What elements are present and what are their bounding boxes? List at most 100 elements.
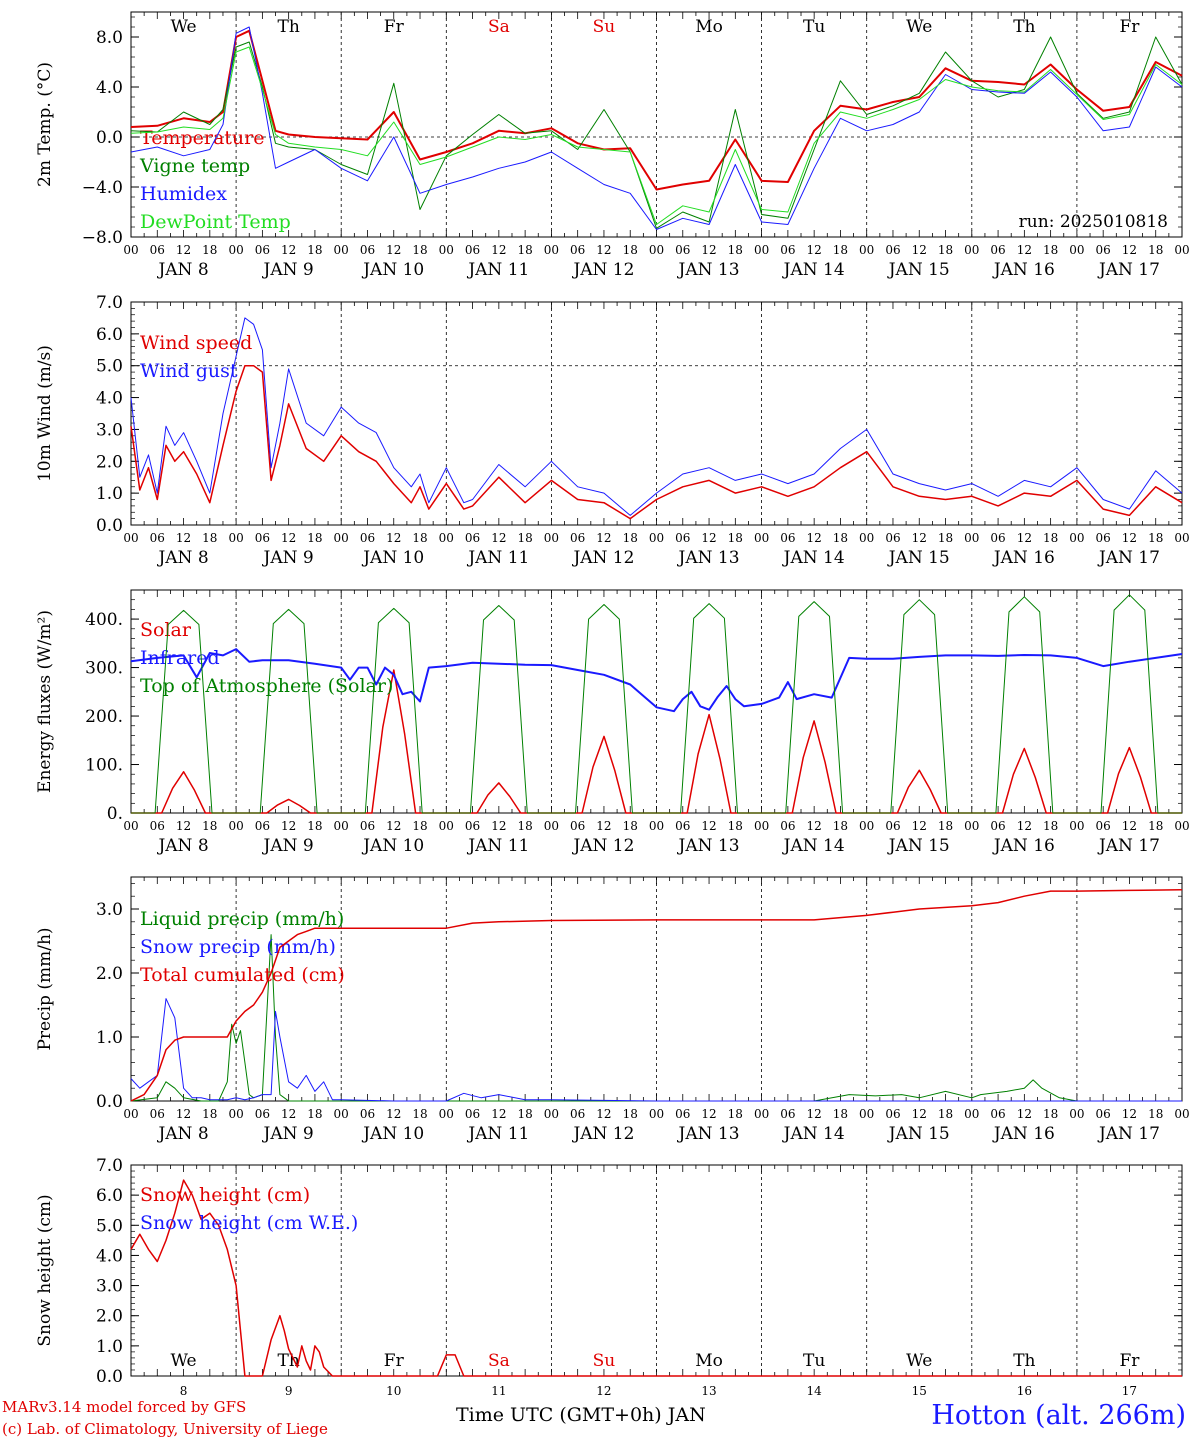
x-hour-label: 18	[938, 243, 953, 257]
x-hour-label: 18	[938, 1107, 953, 1121]
y-tick-label: 1.0	[96, 1028, 123, 1048]
y-axis-label: 10m Wind (m/s)	[35, 345, 55, 482]
x-hour-label: 06	[570, 243, 585, 257]
lab-credit: (c) Lab. of Climatology, University of L…	[2, 1420, 328, 1438]
weekday-label: We	[170, 17, 196, 37]
series-line-top-of-atmosphere-solar-	[131, 594, 1182, 814]
x-hour-label: 18	[1043, 243, 1058, 257]
x-hour-label: 06	[360, 1107, 375, 1121]
x-hour-label: 12	[491, 531, 506, 545]
x-hour-label: 12	[1122, 819, 1137, 833]
x-hour-label: 12	[912, 531, 927, 545]
x-hour-label: 06	[255, 243, 270, 257]
weekday-label: Fr	[1119, 17, 1140, 37]
x-hour-label: 18	[833, 243, 848, 257]
x-hour-label: 12	[596, 1107, 611, 1121]
x-hour-label: 06	[990, 531, 1005, 545]
x-hour-label: 00	[754, 1107, 769, 1121]
y-tick-label: 0.0	[96, 1367, 123, 1387]
x-day-label: JAN 11	[466, 836, 529, 856]
weekday-label: Fr	[384, 1351, 405, 1371]
x-hour-label: 18	[938, 531, 953, 545]
x-day-label: JAN 11	[466, 548, 529, 568]
y-tick-label: 1.0	[96, 1337, 123, 1357]
x-hour-label: 06	[570, 1107, 585, 1121]
x-day-label: JAN 14	[782, 836, 845, 856]
x-hour-label: 00	[754, 243, 769, 257]
x-hour-label: 12	[176, 819, 191, 833]
x-hour-label: 12	[1017, 243, 1032, 257]
x-day-label: JAN 12	[571, 548, 634, 568]
x-hour-label: 18	[833, 819, 848, 833]
series-line-humidex	[130, 26, 1183, 230]
x-hour-label: 12	[701, 819, 716, 833]
x-hour-label: 00	[334, 819, 349, 833]
x-hour-label: 12	[1122, 531, 1137, 545]
x-day-label: 12	[596, 1384, 611, 1398]
x-hour-label: 18	[412, 1107, 427, 1121]
x-hour-label: 12	[701, 531, 716, 545]
y-tick-label: 5.0	[96, 1216, 123, 1236]
x-hour-label: 12	[1122, 243, 1137, 257]
x-hour-label: 12	[386, 531, 401, 545]
x-hour-label: 12	[807, 1107, 822, 1121]
x-hour-label: 00	[544, 531, 559, 545]
x-hour-label: 06	[780, 531, 795, 545]
x-hour-label: 18	[517, 1107, 532, 1121]
y-tick-label: 300.	[85, 659, 123, 679]
x-hour-label: 18	[307, 1107, 322, 1121]
x-hour-label: 00	[859, 819, 874, 833]
x-hour-label: 00	[859, 1107, 874, 1121]
x-day-label: JAN 16	[992, 260, 1055, 280]
x-hour-label: 06	[255, 1107, 270, 1121]
legend-entry: Wind speed	[140, 332, 252, 354]
panel-precip: 0.0 1.0 2.0 3.0 Precip (mm/h) 00 06 12 18 00 06 12 1…	[35, 876, 1190, 1144]
x-hour-label: 00	[334, 1107, 349, 1121]
x-day-label: JAN 9	[262, 548, 314, 568]
y-tick-label: −8.0	[82, 228, 123, 248]
x-hour-label: 12	[701, 243, 716, 257]
weekday-label: Th	[1013, 1351, 1035, 1371]
weekday-label: Tu	[803, 17, 825, 37]
station-name: Hotton (alt. 266m)	[931, 1400, 1186, 1431]
y-tick-label: 4.0	[96, 78, 123, 98]
x-day-label: JAN 14	[782, 1124, 845, 1144]
x-day-label: JAN 9	[262, 1124, 314, 1144]
x-hour-label: 18	[1043, 531, 1058, 545]
x-day-label: JAN 12	[571, 836, 634, 856]
x-day-label: JAN 13	[677, 1124, 740, 1144]
x-day-label: JAN 15	[887, 260, 950, 280]
x-hour-label: 00	[1174, 819, 1189, 833]
x-day-label: JAN 15	[887, 548, 950, 568]
weekday-label: Th	[278, 1351, 300, 1371]
x-day-label: JAN 12	[571, 1124, 634, 1144]
x-day-label: 9	[285, 1384, 293, 1398]
x-hour-label: 12	[1017, 1107, 1032, 1121]
weekday-label: Fr	[1119, 1351, 1140, 1371]
x-hour-label: 06	[885, 243, 900, 257]
series-line-wind-speed	[130, 364, 1183, 520]
series-line-wind-gust	[130, 317, 1183, 516]
weekday-label: Su	[593, 1351, 616, 1371]
x-hour-label: 12	[491, 1107, 506, 1121]
x-hour-label: 18	[412, 243, 427, 257]
x-day-label: JAN 16	[992, 836, 1055, 856]
legend-entry: Temperature	[140, 127, 264, 149]
x-day-label: JAN 15	[887, 1124, 950, 1144]
x-day-label: 14	[807, 1384, 823, 1398]
panel-wind: 0.0 1.0 2.0 3.0 4.0 5.0 6.0 7.0 10m Wind (m/s) 00…	[35, 293, 1190, 568]
x-day-label: JAN 15	[887, 836, 950, 856]
x-hour-label: 00	[649, 819, 664, 833]
x-hour-label: 12	[1017, 819, 1032, 833]
x-hour-label: 12	[912, 819, 927, 833]
x-hour-label: 18	[833, 531, 848, 545]
y-tick-label: 400.	[85, 610, 123, 630]
x-hour-label: 18	[412, 531, 427, 545]
y-tick-label: 7.0	[96, 293, 123, 313]
x-hour-label: 00	[544, 243, 559, 257]
x-hour-label: 06	[780, 243, 795, 257]
series-line-dewpoint-temp	[130, 46, 1183, 225]
x-hour-label: 06	[360, 819, 375, 833]
x-hour-label: 00	[859, 531, 874, 545]
x-hour-label: 12	[596, 243, 611, 257]
